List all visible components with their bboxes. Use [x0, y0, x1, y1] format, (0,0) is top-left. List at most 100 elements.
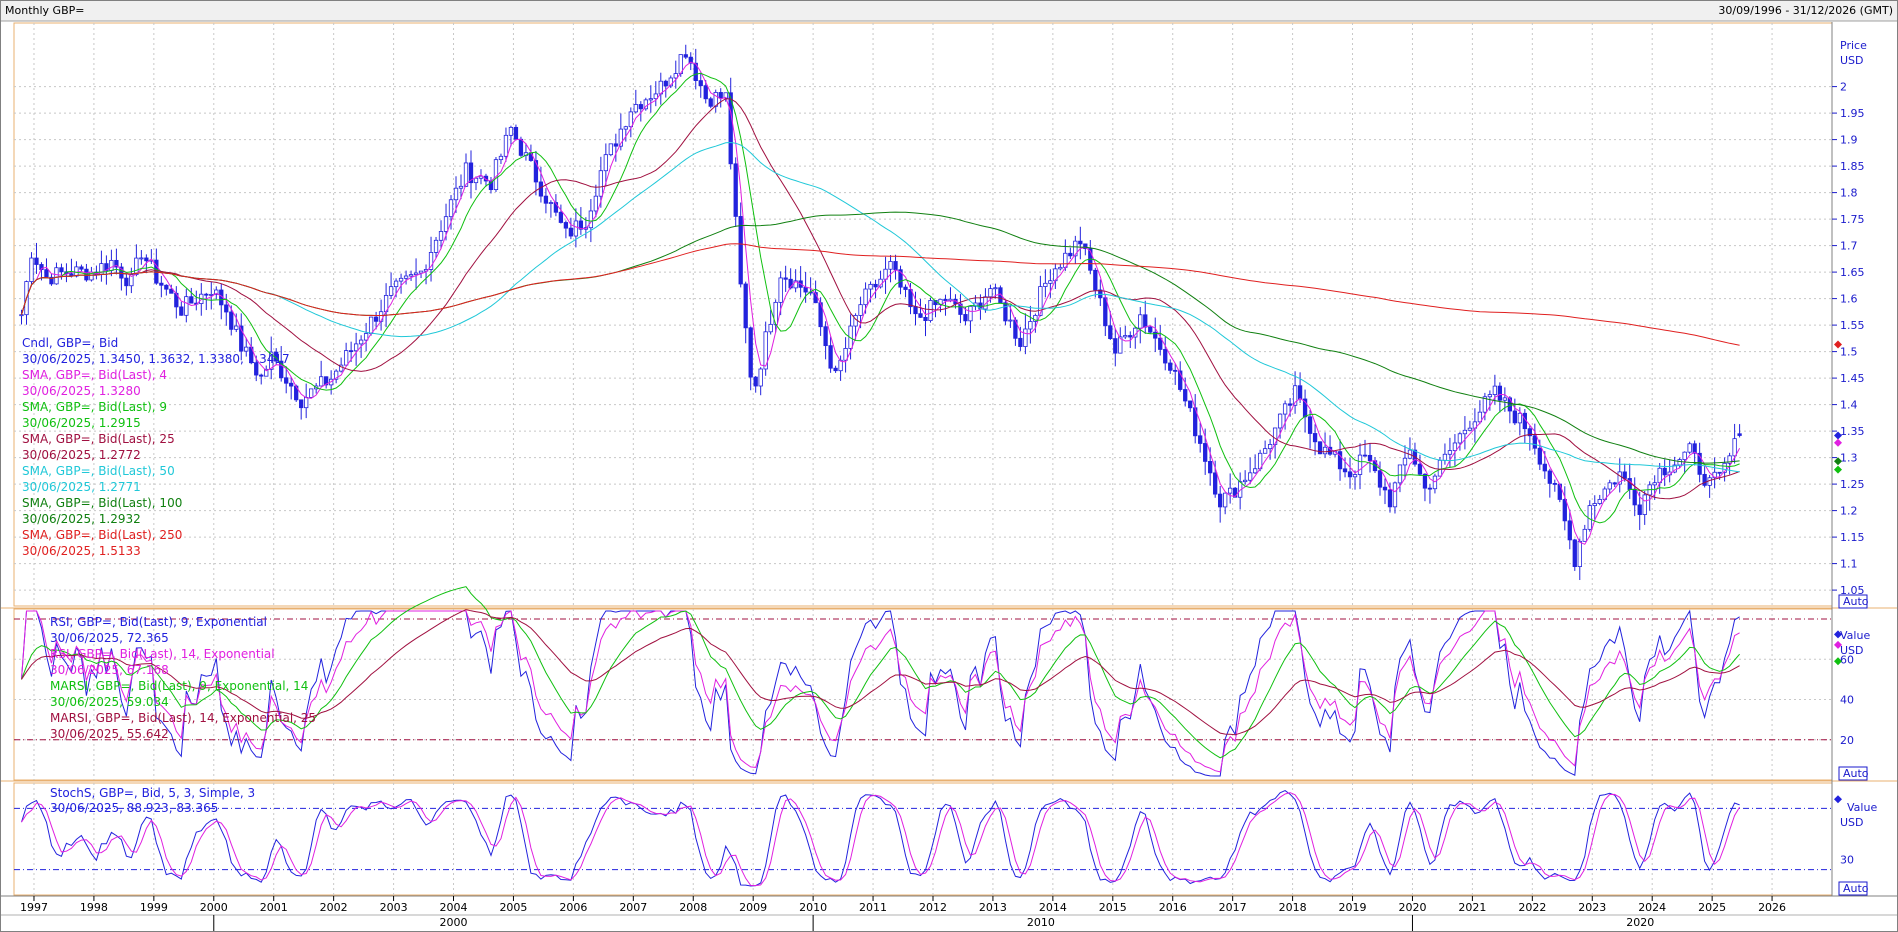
candle-body — [1437, 459, 1443, 477]
x-year-label: 2025 — [1698, 901, 1726, 914]
rsi-legend-value: 30/06/2025, 55.642 — [50, 727, 169, 741]
price-auto-button[interactable] — [1838, 594, 1868, 609]
candle-body — [758, 368, 763, 387]
candle-body — [299, 399, 304, 409]
candle-body — [738, 216, 743, 285]
candle-body — [134, 257, 139, 275]
candle-body — [1078, 240, 1083, 245]
candle-body — [1547, 470, 1552, 484]
candle-body — [338, 364, 344, 372]
candle-body — [1228, 487, 1233, 494]
candle-body — [1352, 474, 1358, 478]
candle-body — [1572, 539, 1577, 567]
candle-body — [648, 98, 653, 101]
candle-body — [633, 104, 638, 113]
candle-body — [733, 163, 738, 217]
candle-body — [1537, 447, 1542, 465]
candle-body — [548, 202, 554, 204]
rsi-plot[interactable] — [21, 586, 1740, 777]
x-year-label: 2011 — [859, 901, 887, 914]
candle-body — [1687, 443, 1692, 453]
candle-body — [184, 296, 189, 316]
candle-body — [753, 376, 758, 387]
candle-body — [1467, 427, 1473, 431]
candle-body — [848, 325, 853, 349]
candle-body — [698, 80, 703, 87]
candle-body — [1242, 479, 1248, 483]
candle-body — [1637, 504, 1642, 515]
candle-body — [1163, 349, 1168, 364]
price-tick-label: 1.6 — [1840, 293, 1858, 306]
price-plot[interactable] — [19, 44, 1742, 581]
stoch-plot[interactable] — [21, 790, 1741, 887]
rsi-auto-button[interactable] — [1838, 766, 1868, 781]
candle-body — [1497, 385, 1503, 401]
price-auto-label[interactable]: Auto — [1843, 595, 1869, 608]
sma-50-line — [21, 141, 1740, 473]
candle-body — [229, 311, 234, 330]
candle-body — [324, 376, 329, 386]
x-year-label: 2009 — [739, 901, 767, 914]
candle-body — [1432, 475, 1438, 490]
candle-body — [1662, 467, 1667, 476]
candle-body — [498, 155, 504, 161]
date-range: 30/09/1996 - 31/12/2026 (GMT) — [1718, 4, 1893, 17]
stoch-auto-label[interactable]: Auto — [1843, 882, 1869, 895]
candle-body — [1512, 410, 1517, 424]
stoch-auto-button[interactable] — [1838, 881, 1868, 896]
marsi-9-line — [21, 586, 1740, 759]
candle-body — [1362, 454, 1368, 457]
price-legend-value: 30/06/2025, 1.2915 — [22, 416, 141, 430]
x-year-label: 2000 — [200, 901, 228, 914]
candle-body — [1023, 328, 1028, 347]
price-legend-name: SMA, GBP=, Bid(Last), 100 — [22, 496, 182, 510]
x-year-label: 2017 — [1219, 901, 1247, 914]
candle-body — [1607, 482, 1612, 490]
candle-body — [1008, 319, 1013, 322]
sma-250-marker — [1834, 340, 1842, 349]
rsi-auto-label[interactable]: Auto — [1843, 767, 1869, 780]
candle-body — [1058, 266, 1063, 270]
candle-body — [1502, 397, 1508, 401]
candle-body — [1068, 252, 1073, 257]
candle-body — [1447, 450, 1453, 455]
candle-body — [1178, 370, 1183, 390]
candle-body — [1043, 282, 1048, 287]
price-tick-label: 1.35 — [1840, 425, 1865, 438]
stoch-axis-title: Value — [1847, 801, 1877, 814]
candle-body — [214, 289, 219, 295]
candle-body — [403, 275, 409, 279]
candle-body — [44, 269, 49, 278]
candle-body — [1198, 435, 1203, 444]
candle-body — [109, 259, 114, 271]
candle-body — [1577, 540, 1582, 567]
price-tick-label: 1.85 — [1840, 160, 1865, 173]
candle-body — [1482, 396, 1488, 413]
x-year-label: 2021 — [1458, 901, 1486, 914]
candle-body — [1737, 433, 1742, 436]
candle-body — [1247, 472, 1253, 481]
x-year-label: 2018 — [1279, 901, 1307, 914]
candle-body — [718, 92, 723, 99]
candle-body — [778, 277, 783, 303]
candle-body — [968, 305, 973, 322]
candle-body — [1168, 362, 1173, 371]
x-axis: 1997 1998 1999 2000 2001 2002 2003 2004 2005 2006… — [1, 896, 1897, 931]
price-tick-label: 1.4 — [1840, 399, 1858, 412]
candle-body — [1387, 489, 1393, 508]
candle-body — [234, 325, 239, 330]
candle-body — [1727, 455, 1732, 464]
candle-body — [1307, 416, 1313, 434]
price-axis-unit: USD — [1840, 54, 1864, 67]
candle-body — [1722, 462, 1727, 473]
candle-body — [563, 222, 569, 229]
candle-body — [353, 343, 359, 352]
candle-body — [1527, 428, 1532, 437]
candle-body — [668, 77, 673, 87]
rsi-legend-name: RSI, GBP=, Bid(Last), 14, Exponential — [50, 647, 275, 661]
candle-body — [728, 92, 733, 165]
candle-body — [1567, 520, 1572, 541]
candle-body — [1337, 451, 1343, 470]
